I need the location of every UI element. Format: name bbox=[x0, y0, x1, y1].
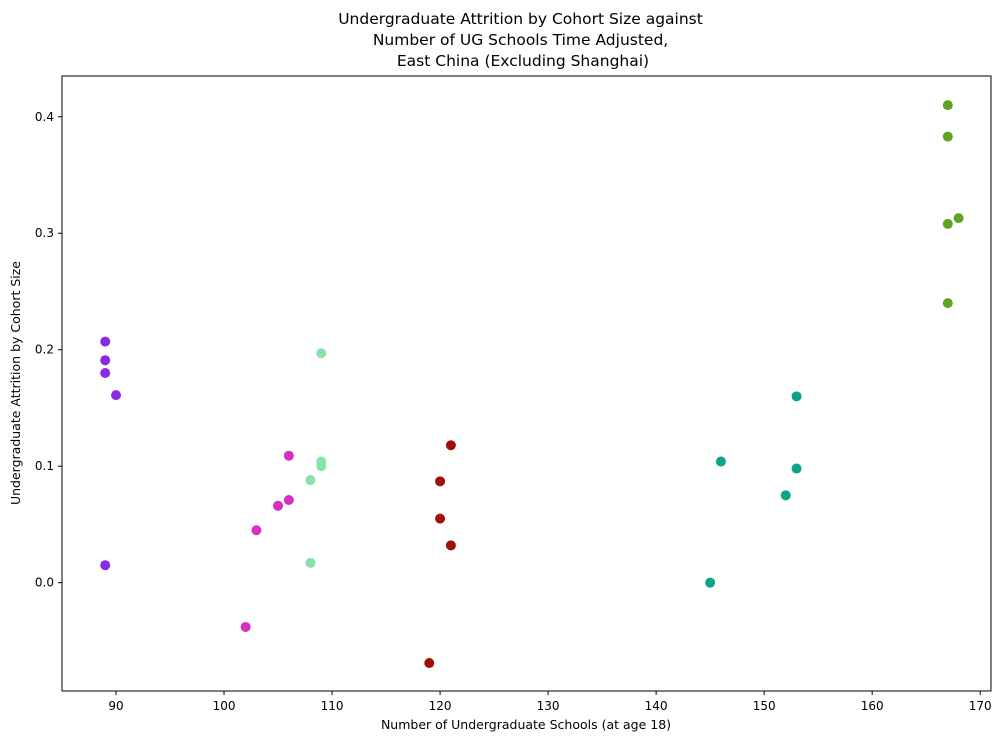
x-tick-label: 120 bbox=[429, 699, 452, 713]
chart-title-line: East China (Excluding Shanghai) bbox=[397, 52, 649, 70]
data-series bbox=[100, 336, 122, 571]
data-point bbox=[791, 391, 802, 402]
data-series bbox=[705, 391, 802, 588]
plot-area bbox=[100, 100, 964, 669]
data-point bbox=[305, 557, 316, 568]
x-axis-label: Number of Undergraduate Schools (at age … bbox=[381, 717, 671, 732]
data-point bbox=[424, 658, 435, 669]
data-series bbox=[305, 348, 327, 568]
data-series bbox=[942, 100, 964, 309]
data-point bbox=[111, 390, 122, 401]
data-series bbox=[240, 450, 294, 632]
data-point bbox=[780, 490, 791, 501]
x-tick-label: 90 bbox=[108, 699, 123, 713]
data-point bbox=[942, 100, 953, 111]
data-point bbox=[240, 621, 251, 632]
data-point bbox=[273, 500, 284, 511]
data-point bbox=[445, 440, 456, 451]
data-point bbox=[305, 475, 316, 486]
y-axis: 0.0 0.1 0.2 0.3 0.4 bbox=[35, 110, 62, 590]
data-point bbox=[283, 450, 294, 461]
x-tick-label: 130 bbox=[537, 699, 560, 713]
x-tick-label: 150 bbox=[753, 699, 776, 713]
chart-title-line: Undergraduate Attrition by Cohort Size a… bbox=[338, 10, 703, 28]
data-point bbox=[100, 560, 111, 571]
data-point bbox=[100, 336, 111, 347]
data-point bbox=[942, 298, 953, 309]
y-axis-label: Undergraduate Attrition by Cohort Size bbox=[8, 261, 23, 505]
data-point bbox=[942, 131, 953, 142]
data-point bbox=[791, 463, 802, 474]
data-point bbox=[435, 476, 446, 487]
x-tick-label: 110 bbox=[321, 699, 344, 713]
chart-title-line: Number of UG Schools Time Adjusted, bbox=[373, 31, 668, 49]
data-point bbox=[705, 577, 716, 588]
data-point bbox=[100, 355, 111, 366]
data-point bbox=[715, 456, 726, 467]
data-point bbox=[316, 348, 327, 359]
data-point bbox=[100, 368, 111, 379]
y-tick-label: 0.2 bbox=[35, 343, 54, 357]
y-tick-label: 0.4 bbox=[35, 110, 54, 124]
data-point bbox=[942, 218, 953, 229]
data-point bbox=[445, 540, 456, 551]
x-tick-label: 140 bbox=[645, 699, 668, 713]
x-tick-label: 100 bbox=[213, 699, 236, 713]
x-axis: 90 100 110 120 130 140 150 160 170 bbox=[108, 691, 992, 713]
data-point bbox=[251, 525, 262, 536]
y-tick-label: 0.1 bbox=[35, 459, 54, 473]
chart-title: Undergraduate Attrition by Cohort Size a… bbox=[338, 10, 708, 70]
data-point bbox=[953, 213, 964, 224]
y-tick-label: 0.3 bbox=[35, 226, 54, 240]
data-point bbox=[283, 494, 294, 505]
data-point bbox=[316, 461, 327, 472]
plot-frame bbox=[61, 75, 992, 692]
x-tick-label: 170 bbox=[969, 699, 992, 713]
data-series bbox=[424, 440, 456, 669]
data-point bbox=[435, 513, 446, 524]
x-tick-label: 160 bbox=[861, 699, 884, 713]
y-tick-label: 0.0 bbox=[35, 576, 54, 590]
